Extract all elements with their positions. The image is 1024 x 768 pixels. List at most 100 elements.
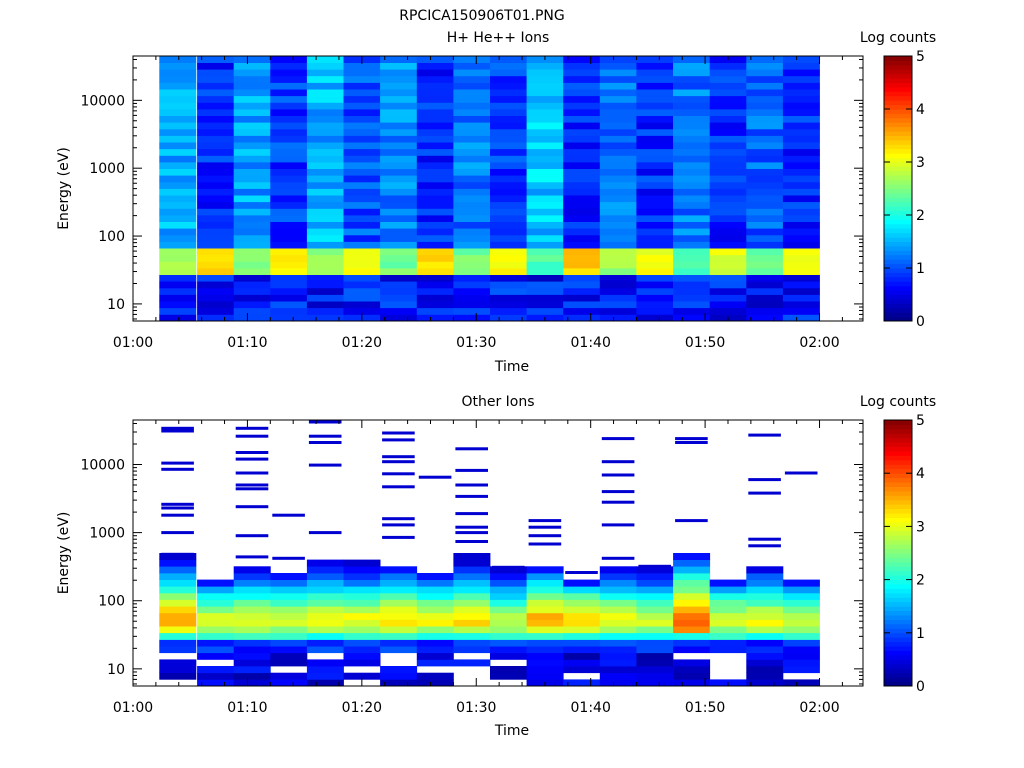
sparse-count-line <box>161 502 194 506</box>
heatmap-cell <box>709 261 747 269</box>
heatmap-cell <box>197 75 235 83</box>
heatmap-cell <box>563 215 601 222</box>
heatmap-cell <box>343 287 381 295</box>
heatmap-cell <box>563 155 601 163</box>
heatmap-cell <box>453 287 491 295</box>
heatmap-cell <box>526 632 564 640</box>
heatmap-cell <box>673 659 711 667</box>
heatmap-cell <box>563 626 601 634</box>
heatmap-cell <box>526 135 564 143</box>
heatmap-cell <box>636 612 674 620</box>
heatmap-cell <box>416 155 454 163</box>
heatmap-cell <box>782 175 820 183</box>
heatmap-cell <box>673 221 711 229</box>
colorbar-segment <box>884 298 912 304</box>
heatmap-cell <box>636 666 674 674</box>
colorbar-segment <box>884 566 912 572</box>
heatmap-cell <box>782 294 820 302</box>
heatmap-cell <box>526 195 564 203</box>
heatmap-cell <box>159 215 197 222</box>
heatmap-cell <box>673 82 711 90</box>
heatmap-cell <box>782 666 820 674</box>
heatmap-cell <box>270 254 308 262</box>
sparse-count-line <box>382 460 415 464</box>
colorbar-segment <box>884 82 912 88</box>
heatmap-cell <box>159 632 197 640</box>
heatmap-cell <box>709 181 747 189</box>
colorbar-segment <box>884 606 912 612</box>
heatmap-cell <box>563 241 601 249</box>
colorbar-segment <box>884 464 912 470</box>
y-axis-label: Energy (eV) <box>56 512 72 595</box>
heatmap-cell <box>746 234 784 242</box>
panel-title: H+ He++ Ions <box>447 30 550 46</box>
heatmap-cell <box>563 82 601 90</box>
heatmap-cell <box>197 56 235 63</box>
heatmap-cell <box>343 592 381 600</box>
heatmap-cell <box>673 307 711 315</box>
colorbar-tick-label: 2 <box>916 208 925 224</box>
heatmap-cell <box>709 592 747 600</box>
heatmap-cell <box>526 301 564 309</box>
heatmap-cell <box>343 62 381 70</box>
heatmap-cell <box>380 254 418 262</box>
heatmap-cell <box>416 639 454 647</box>
heatmap-cell <box>673 162 711 169</box>
heatmap-cell <box>746 274 784 282</box>
heatmap-cell <box>233 586 271 594</box>
heatmap-cell <box>343 566 381 574</box>
heatmap-cell <box>599 89 637 97</box>
panels: H+ He++ Ions 01:00 01:10 01:20 01:30 01:40 01:… <box>56 30 936 739</box>
heatmap-cell <box>636 89 674 97</box>
heatmap-cell <box>673 281 711 289</box>
heatmap-cell <box>197 274 235 282</box>
heatmap-cell <box>233 234 271 242</box>
heatmap-cell <box>270 268 308 275</box>
heatmap-cell <box>197 626 235 634</box>
sparse-count-line <box>161 467 194 471</box>
heatmap-cell <box>709 248 747 256</box>
heatmap-cell <box>636 175 674 183</box>
heatmap-cell <box>782 221 820 229</box>
heatmap-cell <box>636 241 674 249</box>
heatmap-cell <box>159 115 197 123</box>
heatmap-cell <box>270 639 308 647</box>
heatmap-cell <box>380 215 418 222</box>
heatmap-cell <box>490 301 527 309</box>
heatmap-cell <box>416 175 454 183</box>
heatmap-cell <box>380 592 418 600</box>
heatmap-cell <box>197 82 235 90</box>
sparse-count-line <box>308 463 342 467</box>
colorbar-segment <box>884 628 912 634</box>
colorbar-segment <box>884 659 912 665</box>
heatmap-cell <box>380 241 418 249</box>
heatmap-cell <box>453 89 491 97</box>
heatmap-cell <box>416 301 454 309</box>
colorbar-segment <box>884 188 912 194</box>
heatmap-cell <box>673 646 711 654</box>
heatmap-cell <box>306 659 344 667</box>
heatmap-cell <box>636 639 674 647</box>
heatmap-cell <box>306 201 344 209</box>
heatmap-cell <box>197 261 235 269</box>
heatmap-cell <box>709 148 747 156</box>
heatmap-cell <box>673 109 711 116</box>
heatmap-cell <box>159 274 197 282</box>
x-tick-label: 01:30 <box>456 700 496 716</box>
colorbar-segment <box>884 285 912 291</box>
heatmap-cell <box>270 612 308 620</box>
heatmap-cell <box>159 95 197 103</box>
heatmap-cell <box>270 215 308 222</box>
heatmap-cell <box>343 122 381 130</box>
heatmap-cell <box>270 208 308 216</box>
colorbar-segment <box>884 122 912 128</box>
sparse-count-line <box>748 478 781 482</box>
heatmap-cell <box>159 234 197 242</box>
heatmap-cell <box>526 281 564 289</box>
colorbar-tick-label: 3 <box>916 155 925 171</box>
heatmap-cell <box>526 612 564 620</box>
heatmap-cell <box>526 102 564 110</box>
heatmap-cell <box>159 82 197 90</box>
colorbar-segment <box>884 263 912 269</box>
heatmap-cell <box>453 261 491 269</box>
